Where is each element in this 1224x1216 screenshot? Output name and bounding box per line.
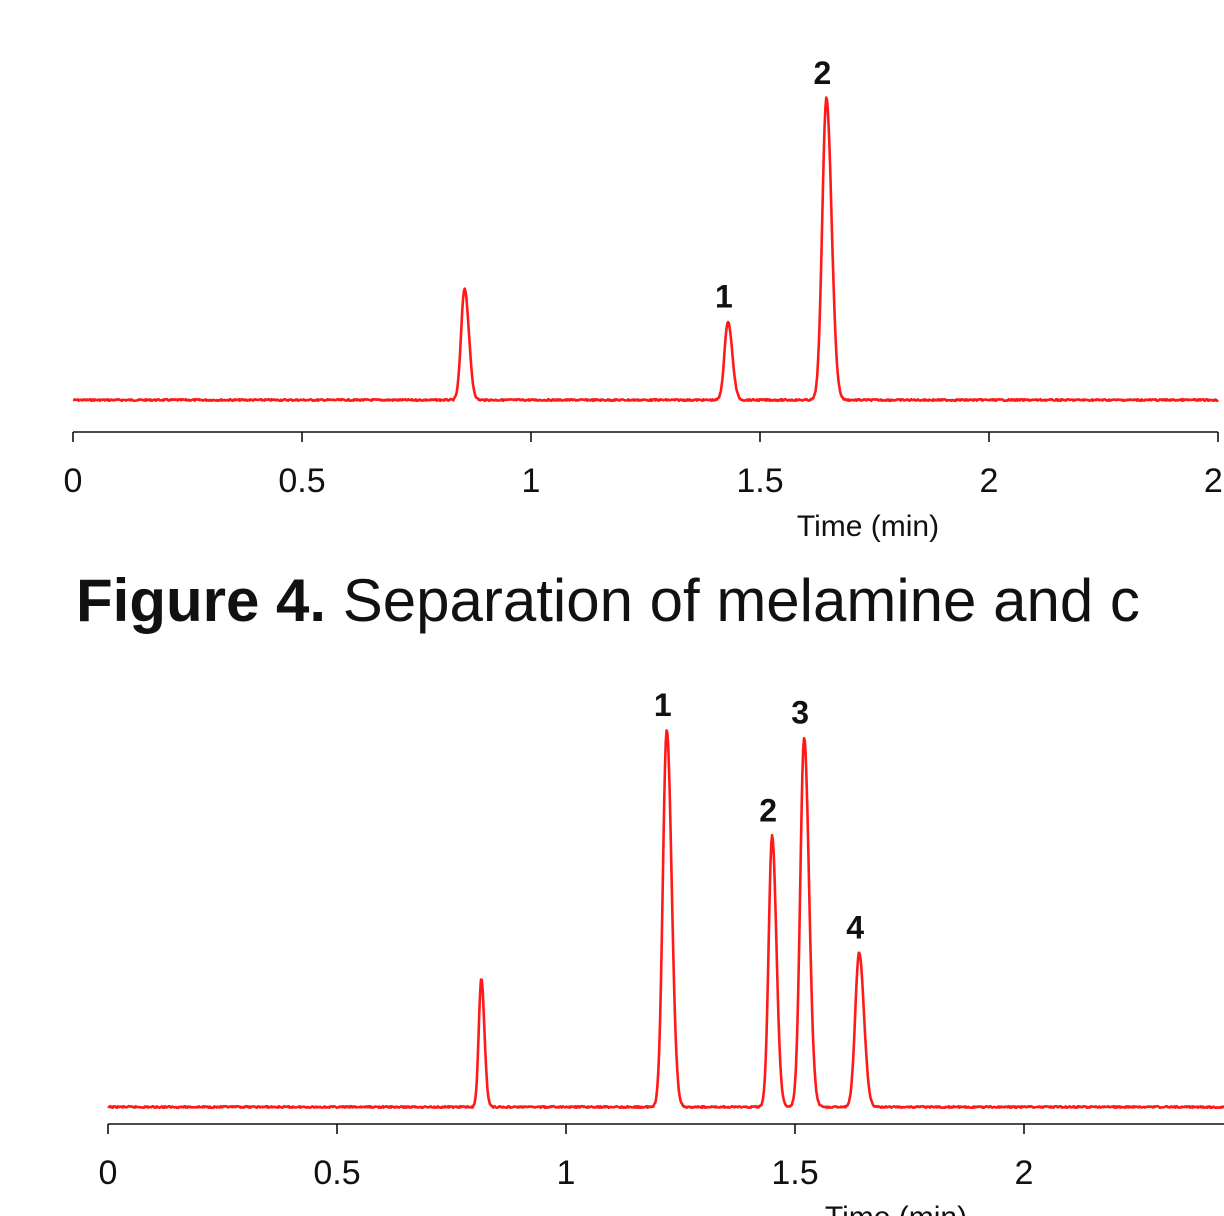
figure-caption-text: Separation of melamine and c	[326, 567, 1140, 634]
x-tick-label: 2.	[1204, 462, 1224, 500]
peak-label: 1	[715, 278, 733, 314]
x-tick-label: 0	[99, 1154, 118, 1192]
peak-label: 2	[759, 793, 777, 829]
figure-number: Figure 4.	[76, 567, 327, 634]
x-axis-title: Time (min)	[825, 1201, 967, 1216]
x-tick-label: 2	[1015, 1154, 1034, 1192]
trace-layer	[72, 96, 1219, 403]
x-tick-label: 0.5	[313, 1154, 360, 1192]
x-tick-label: 1	[557, 1154, 576, 1192]
x-tick-label: 1.5	[736, 462, 783, 500]
peak-labels: 1 2 3 4	[654, 687, 864, 945]
peak-label: 4	[846, 909, 864, 945]
chromatogram-top: 00.511.522. 12 Time (min)	[64, 55, 1224, 543]
trace-layer	[107, 729, 1224, 1110]
x-axis: 0 0.5 1 1.5 2 2.	[64, 431, 1224, 500]
x-tick-label: 0	[64, 462, 83, 500]
x-tick-label: 2	[980, 462, 999, 500]
x-axis: 0 0.5 1 1.5 2	[99, 1123, 1224, 1192]
peak-labels: 12	[715, 55, 831, 314]
x-axis-title: Time (min)	[797, 510, 939, 543]
figure-caption: Figure 4. Separation of melamine and c	[76, 566, 1140, 635]
peak-label: 1	[654, 687, 672, 723]
peak-label: 3	[791, 695, 809, 731]
peak-label: 2	[814, 55, 832, 91]
chromatogram-line	[72, 96, 1219, 403]
chromatogram-bottom: 0 0.5 1 1.5 2 1 2 3 4 Time (min)	[99, 687, 1224, 1216]
x-tick-label: 0.5	[278, 462, 325, 500]
x-tick-label: 1	[522, 462, 541, 500]
chromatogram-line	[107, 729, 1224, 1110]
x-tick-label: 1.5	[771, 1154, 818, 1192]
